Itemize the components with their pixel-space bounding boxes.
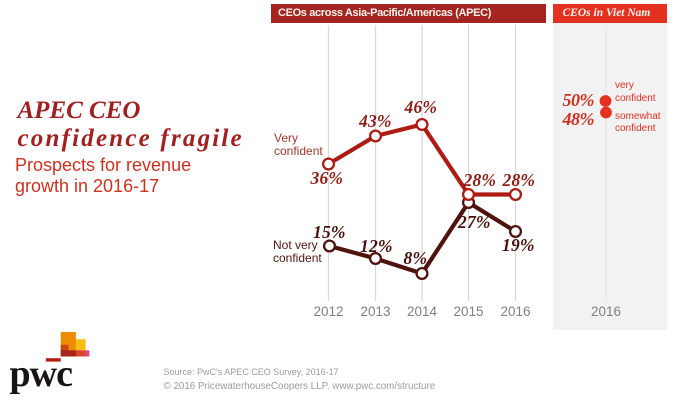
svg-text:pwc: pwc — [10, 353, 73, 395]
